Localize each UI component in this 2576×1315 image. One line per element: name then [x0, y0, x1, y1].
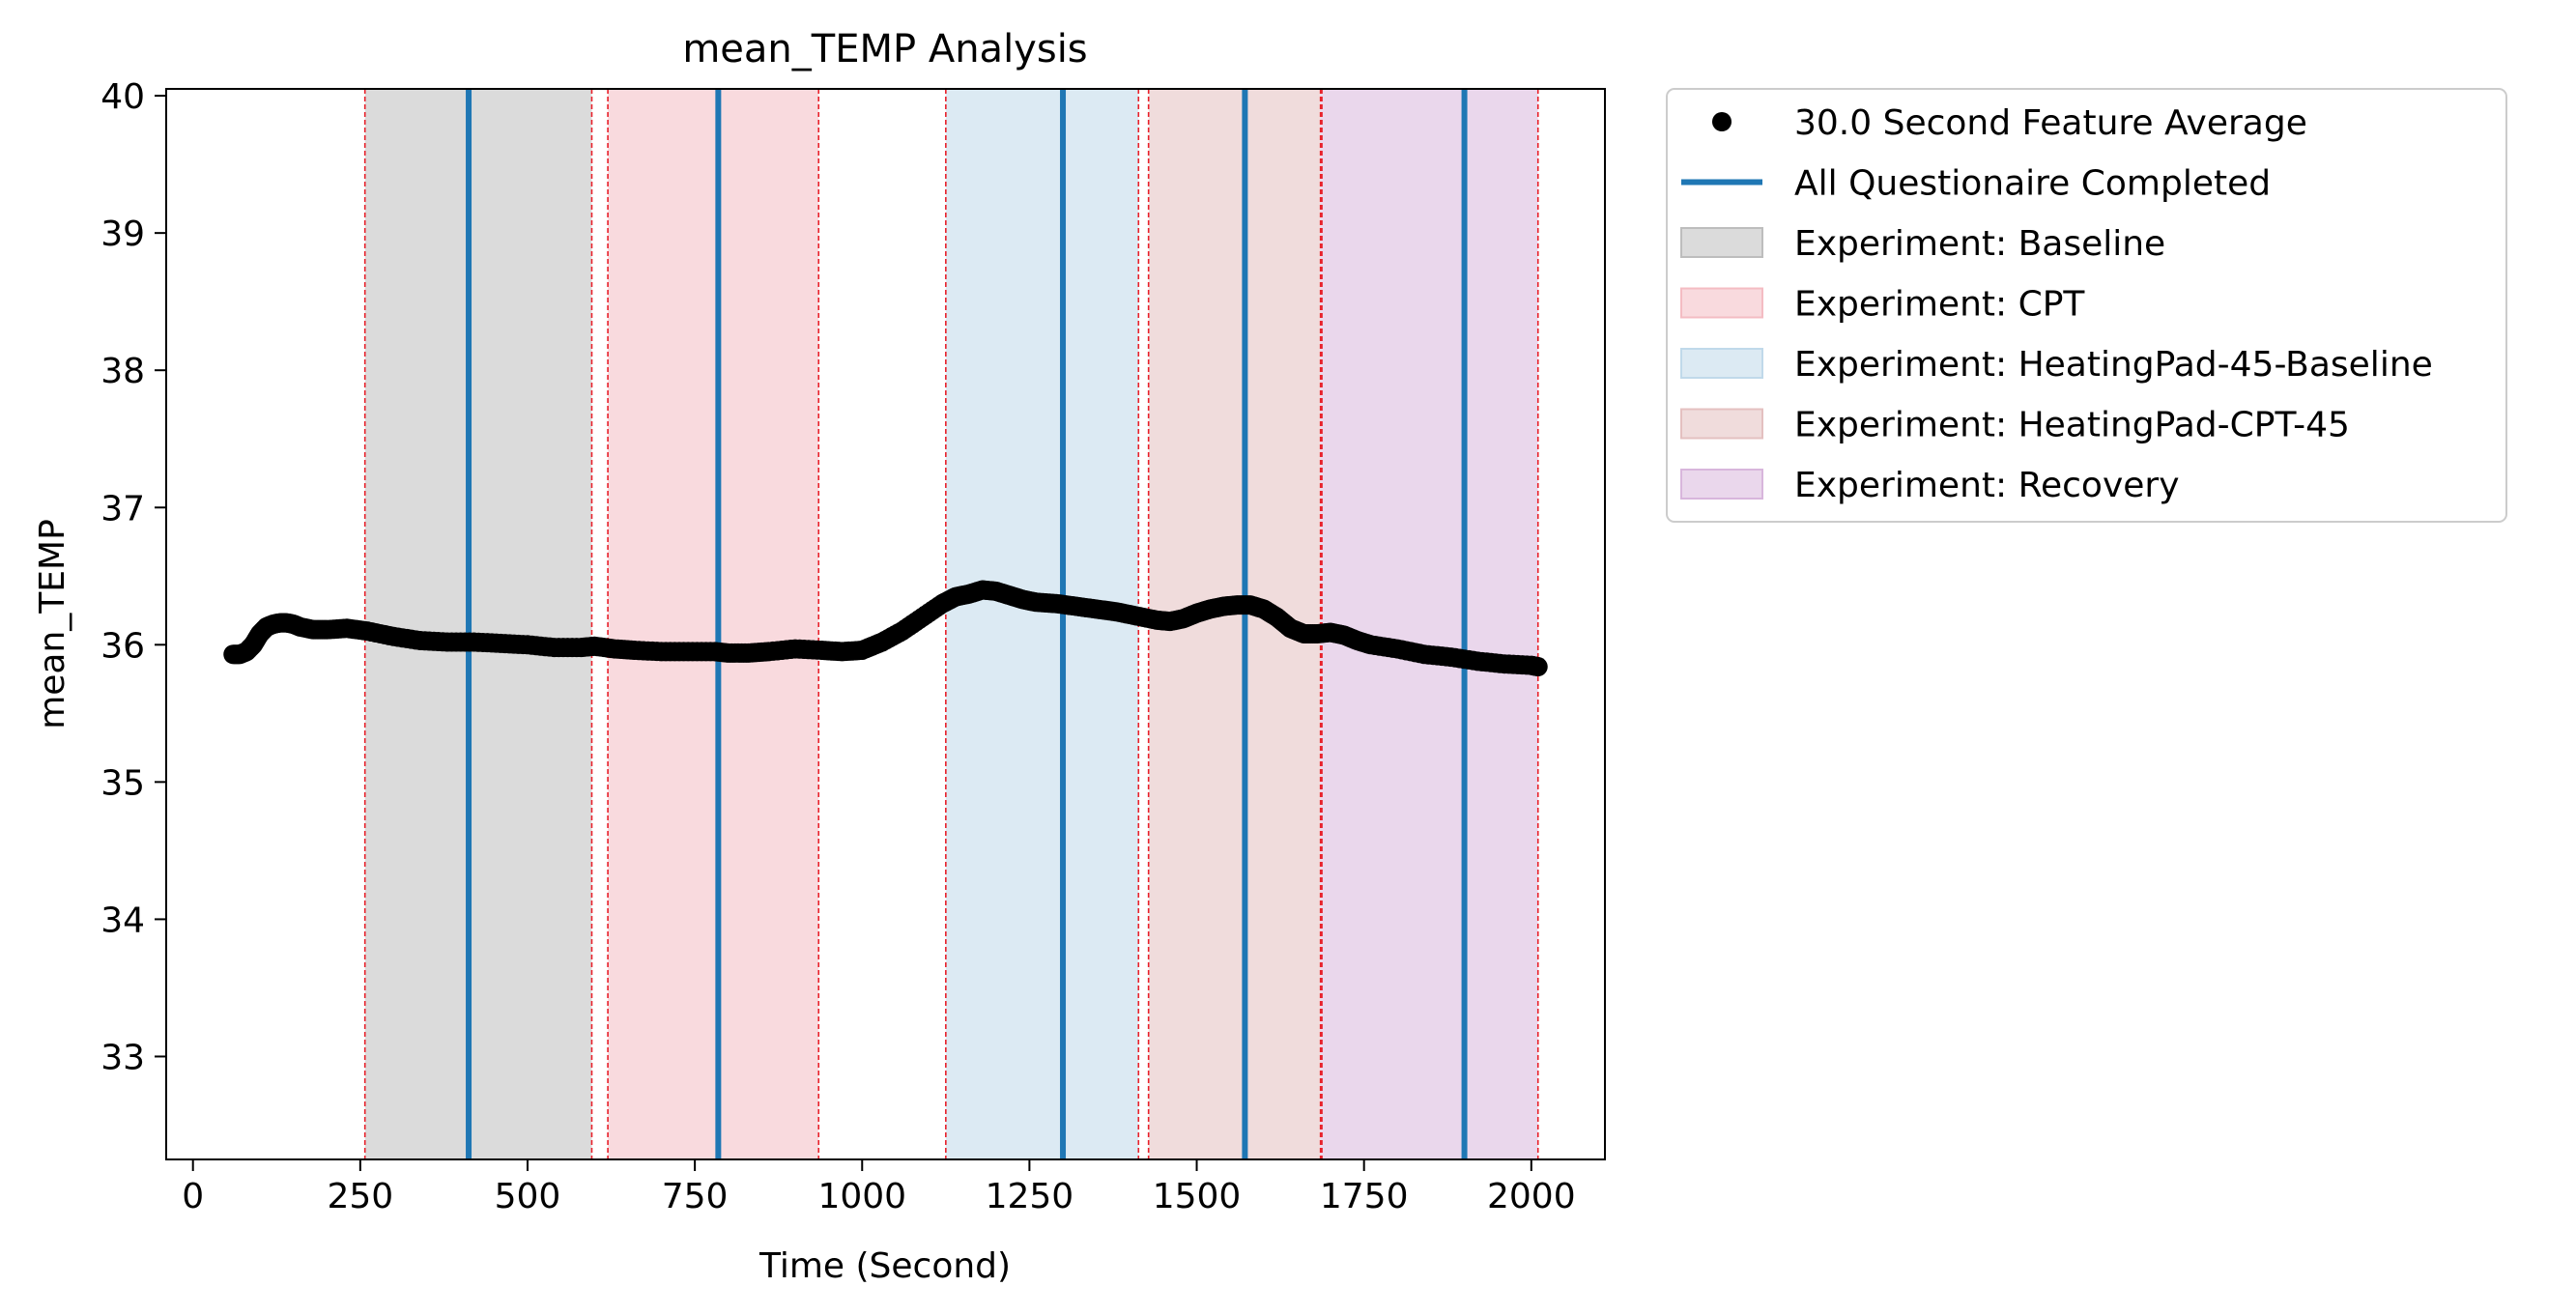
questionnaire-lines	[466, 89, 1468, 1159]
legend-marker-band	[1680, 408, 1763, 440]
legend-label: Experiment: HeatingPad-CPT-45	[1794, 406, 2350, 445]
x-tick-label: 500	[495, 1177, 561, 1216]
y-tick-label: 39	[100, 214, 145, 254]
data-point	[1528, 657, 1548, 677]
legend-label: Experiment: Recovery	[1794, 466, 2180, 505]
legend-frame	[1666, 88, 2507, 523]
band-experiment-recovery	[1320, 89, 1538, 1159]
experiment-bands	[364, 89, 1538, 1159]
x-axis-label: Time (Second)	[758, 1246, 1011, 1286]
legend-label: Experiment: HeatingPad-45-Baseline	[1794, 345, 2433, 385]
legend-marker-band	[1680, 287, 1763, 319]
band-experiment-baseline	[364, 89, 592, 1159]
legend-marker-points	[1712, 112, 1732, 131]
feature-average-points	[223, 580, 1548, 677]
band-experiment-heatingpad-45-baseline	[945, 89, 1139, 1159]
chart-title: mean_TEMP Analysis	[682, 27, 1087, 71]
band-experiment-cpt	[608, 89, 819, 1159]
x-tick-label: 1250	[986, 1177, 1074, 1216]
x-tick-label: 2000	[1487, 1177, 1576, 1216]
x-axis-ticks: 0 250 500 750 1000 1250 1500 1750 2000	[182, 1159, 1576, 1216]
legend-label: All Questionaire Completed	[1794, 164, 2271, 204]
y-tick-label: 34	[100, 900, 145, 940]
plot-frame	[165, 88, 1606, 1160]
legend-label: Experiment: Baseline	[1794, 224, 2165, 264]
plot-area	[223, 89, 1548, 1159]
x-tick-label: 250	[327, 1177, 393, 1216]
x-tick-label: 1500	[1153, 1177, 1242, 1216]
legend: 30.0 Second Feature Average All Questiona…	[1666, 88, 2507, 523]
y-tick-label: 37	[100, 489, 145, 529]
x-tick-label: 750	[662, 1177, 729, 1216]
y-tick-label: 35	[100, 763, 145, 803]
y-tick-label: 40	[100, 77, 145, 117]
legend-label: Experiment: CPT	[1794, 285, 2085, 325]
legend-marker-band	[1680, 469, 1763, 500]
legend-marker-band	[1680, 227, 1763, 258]
legend-label: 30.0 Second Feature Average	[1794, 103, 2307, 143]
x-tick-label: 0	[182, 1177, 204, 1216]
y-tick-label: 33	[100, 1038, 145, 1077]
legend-marker-band	[1680, 348, 1763, 379]
y-axis-label: mean_TEMP	[33, 519, 72, 729]
x-tick-label: 1750	[1320, 1177, 1409, 1216]
y-axis-ticks: 33 34 35 36 37 38 39 40	[100, 77, 166, 1077]
y-tick-label: 38	[100, 352, 145, 391]
y-tick-label: 36	[100, 626, 145, 666]
x-tick-label: 1000	[817, 1177, 906, 1216]
